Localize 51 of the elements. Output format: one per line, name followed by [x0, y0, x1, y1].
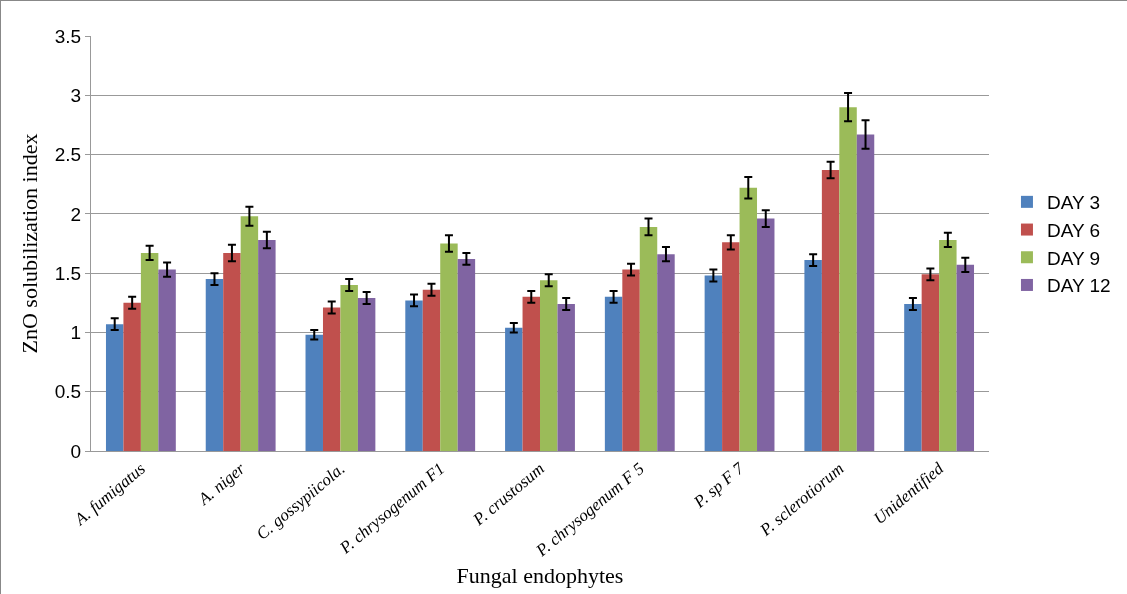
- y-tick-label: 1: [70, 322, 82, 344]
- bar: [405, 300, 423, 451]
- bar: [140, 252, 159, 451]
- bar: [340, 285, 358, 451]
- bar: [739, 187, 758, 451]
- bar: [540, 280, 558, 451]
- bar: [105, 324, 124, 451]
- bar: [158, 269, 176, 451]
- bar: [223, 252, 241, 451]
- bar: [522, 296, 540, 451]
- y-tick-label: 1.5: [54, 262, 82, 284]
- bar: [904, 303, 922, 451]
- legend-label: DAY 9: [1046, 247, 1101, 269]
- y-tick-label: 2.5: [54, 144, 82, 166]
- bar: [322, 307, 341, 451]
- bar: [839, 107, 857, 451]
- bar: [939, 239, 957, 451]
- bar: [357, 298, 376, 451]
- bar: [622, 269, 640, 451]
- bar: [205, 279, 224, 451]
- bar: [457, 258, 476, 451]
- bar: [604, 296, 623, 451]
- x-tick-label: P. sp F 7: [689, 457, 749, 513]
- x-axis-title: Fungal endophytes: [456, 562, 624, 588]
- legend-label: DAY 3: [1046, 192, 1101, 214]
- y-tick-label: 0: [70, 440, 82, 462]
- y-axis-title: ZnO solubilization index: [17, 133, 42, 354]
- bar: [722, 242, 740, 451]
- bar: [821, 169, 840, 451]
- bar: [557, 303, 575, 451]
- bar: [657, 254, 675, 451]
- bar: [921, 274, 940, 451]
- bar: [804, 260, 822, 451]
- bar: [440, 243, 458, 451]
- y-tick-label: 0.5: [54, 381, 82, 403]
- bar: [123, 302, 141, 451]
- legend-label: DAY 12: [1046, 275, 1111, 297]
- y-tick-label: 3: [70, 84, 82, 106]
- y-tick-label: 3.5: [54, 25, 82, 47]
- bar: [757, 218, 775, 451]
- bar: [240, 216, 259, 451]
- bar: [258, 239, 276, 451]
- bar: [422, 289, 441, 451]
- legend-label: DAY 6: [1046, 219, 1101, 241]
- y-tick-label: 2: [70, 203, 82, 225]
- bar: [305, 334, 323, 451]
- bar: [639, 226, 658, 451]
- bar: [704, 275, 723, 451]
- bar: [856, 134, 875, 451]
- bar: [505, 327, 523, 451]
- bar: [956, 264, 975, 451]
